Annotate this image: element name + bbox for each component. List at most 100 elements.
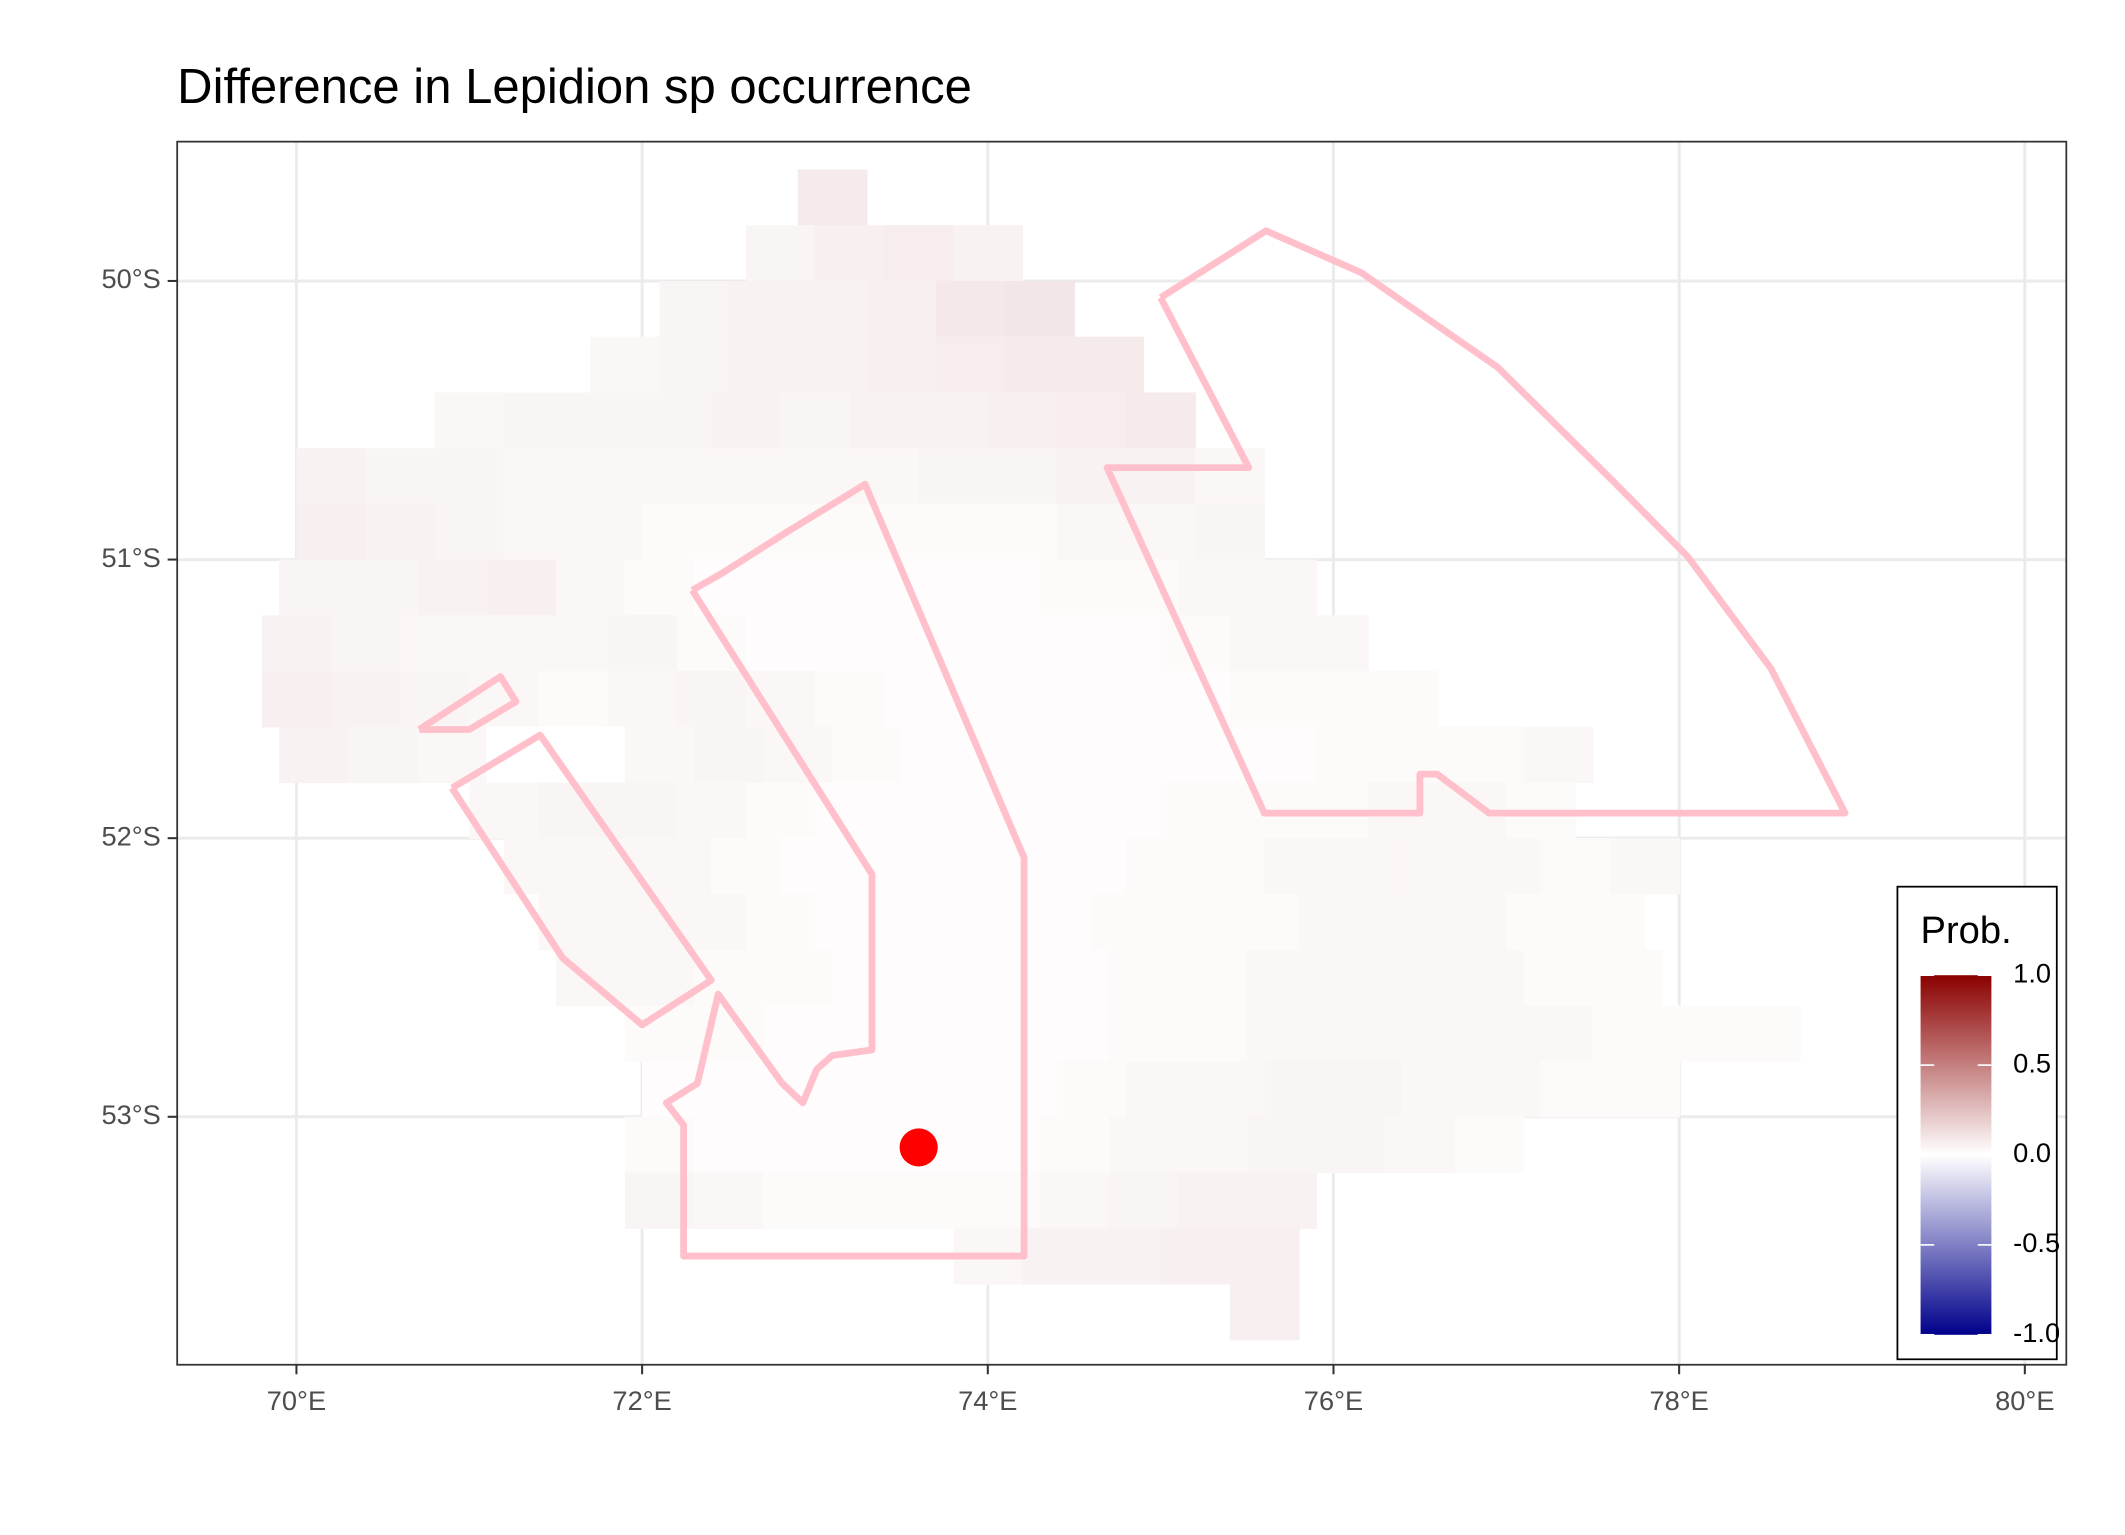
raster-cell xyxy=(1454,949,1525,1007)
raster-cell xyxy=(866,336,937,394)
area-outline xyxy=(662,480,1028,1260)
raster-cell xyxy=(1039,1116,1110,1174)
raster-cell xyxy=(1540,838,1611,895)
raster-cell xyxy=(1039,726,1110,784)
raster-cell xyxy=(797,336,868,394)
raster-cell xyxy=(728,280,799,338)
raster-cell xyxy=(624,726,695,784)
raster-cell xyxy=(331,671,401,728)
y-tick-label: 52°S xyxy=(101,820,160,851)
raster-cell xyxy=(1022,782,1093,839)
colorbar-label: -0.5 xyxy=(2013,1227,2060,1258)
y-tick-label: 50°S xyxy=(101,263,160,294)
raster-cell xyxy=(348,559,419,616)
raster-cell xyxy=(780,838,851,895)
area-outline xyxy=(1103,227,1849,817)
raster-cell xyxy=(676,893,747,951)
raster-cell xyxy=(780,448,851,505)
raster-cell xyxy=(1195,448,1266,505)
raster-cell xyxy=(970,1172,1041,1229)
raster-cell xyxy=(1661,1005,1732,1062)
raster-cell xyxy=(1229,615,1300,672)
raster-cell xyxy=(693,1172,764,1229)
raster-cell xyxy=(1540,1061,1611,1118)
raster-cell xyxy=(1592,1005,1663,1062)
raster-cell xyxy=(1056,1061,1127,1118)
raster-cell xyxy=(1160,782,1231,839)
raster-cell xyxy=(832,559,903,616)
raster-cell xyxy=(1022,893,1093,951)
raster-cell xyxy=(555,559,626,616)
raster-cell xyxy=(1592,949,1663,1007)
raster-cell xyxy=(1247,1005,1317,1062)
x-tick-label: 76°E xyxy=(1304,1385,1363,1416)
raster-cell xyxy=(1471,838,1542,895)
colorbar-label: 1.0 xyxy=(2013,957,2051,988)
raster-cell xyxy=(261,615,332,672)
raster-cell xyxy=(400,615,470,672)
raster-cell xyxy=(1316,1116,1387,1174)
raster-cell xyxy=(953,893,1024,951)
raster-cell xyxy=(763,1116,833,1174)
colorbar-label: 0.0 xyxy=(2013,1137,2051,1168)
legend-title: Prob. xyxy=(1921,909,2012,952)
raster-cell xyxy=(884,782,954,839)
raster-cell xyxy=(1039,949,1110,1007)
raster-cell xyxy=(1523,1005,1594,1062)
raster-cell xyxy=(970,559,1041,616)
raster-cell xyxy=(1177,949,1248,1007)
raster-cell xyxy=(1368,893,1438,951)
raster-cell xyxy=(1005,280,1075,338)
raster-cell xyxy=(1575,893,1646,951)
raster-cell xyxy=(1108,1005,1179,1062)
raster-cell xyxy=(1022,1228,1093,1285)
raster-cell xyxy=(745,225,816,282)
raster-cell xyxy=(642,448,712,505)
raster-cell xyxy=(1247,559,1317,616)
raster-cell xyxy=(901,726,972,784)
raster-cell xyxy=(693,949,764,1007)
raster-cell xyxy=(901,559,972,616)
raster-cell xyxy=(693,1116,764,1174)
area-outline xyxy=(449,731,715,1029)
raster-cell xyxy=(1731,1005,1801,1062)
raster-cell xyxy=(1126,838,1196,895)
raster-cell xyxy=(1195,838,1266,895)
raster-cell xyxy=(901,1005,972,1062)
raster-cell xyxy=(1056,448,1127,505)
raster-cell xyxy=(901,1172,972,1229)
raster-cell xyxy=(832,1116,903,1174)
raster-cell xyxy=(365,448,436,505)
raster-cell xyxy=(1091,893,1162,951)
raster-cell xyxy=(1195,1061,1266,1118)
raster-cell xyxy=(296,503,367,561)
raster-cell xyxy=(1126,1061,1196,1118)
raster-cell xyxy=(1177,1005,1248,1062)
raster-cell xyxy=(1056,503,1127,561)
raster-cell xyxy=(918,392,989,449)
raster-cell xyxy=(1454,1005,1525,1062)
raster-cell xyxy=(1610,1061,1680,1118)
raster-cell xyxy=(469,615,540,672)
raster-cell xyxy=(814,615,885,672)
x-tick-label: 80°E xyxy=(1995,1385,2054,1416)
raster-cell xyxy=(1316,1005,1387,1062)
raster-cell xyxy=(1056,392,1127,449)
raster-cell xyxy=(1333,838,1404,895)
raster-cell xyxy=(1523,726,1594,784)
raster-cell xyxy=(1402,838,1473,895)
raster-cell xyxy=(607,893,678,951)
raster-cell xyxy=(814,671,885,728)
raster-cell xyxy=(711,503,782,561)
raster-cell xyxy=(693,726,764,784)
raster-cell xyxy=(659,336,730,394)
raster-cell xyxy=(659,280,730,338)
raster-cell xyxy=(1108,949,1179,1007)
raster-cell xyxy=(711,448,782,505)
raster-cell xyxy=(1177,1116,1248,1174)
raster-cell xyxy=(486,726,557,784)
raster-cell xyxy=(1298,893,1369,951)
raster-cell xyxy=(503,392,574,449)
raster-cell xyxy=(1402,1061,1473,1118)
